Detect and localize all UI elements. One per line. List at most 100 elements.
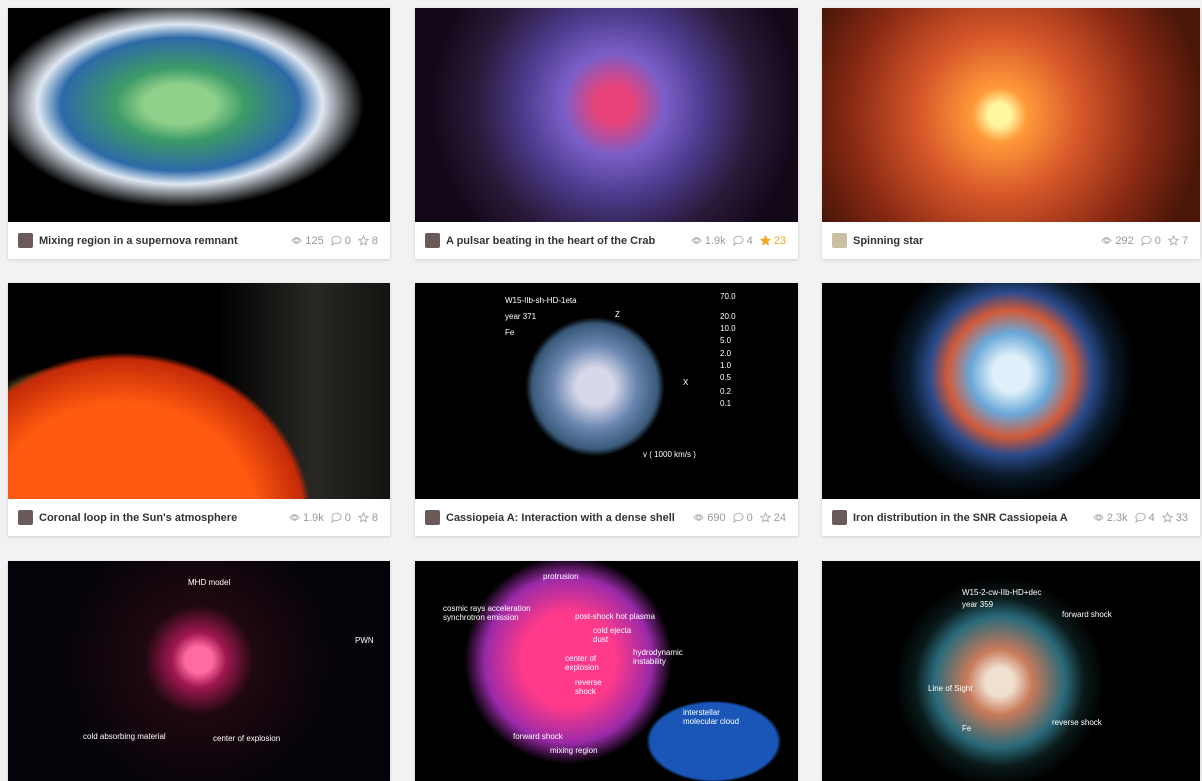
annotation: 2.0	[720, 350, 731, 359]
stats: 690 0 24	[689, 512, 786, 524]
avatar[interactable]	[18, 510, 33, 525]
bubble-icon	[1135, 512, 1146, 523]
likes-count: 8	[372, 235, 378, 247]
star-icon[interactable]	[760, 512, 771, 523]
stats: 292 0 7	[1097, 235, 1188, 247]
annotation: year 359	[962, 601, 993, 610]
annotation: PWN	[355, 637, 374, 646]
annotation: W15-IIb-sh-HD-1eta	[505, 297, 577, 306]
views-count: 690	[707, 512, 725, 524]
model-title[interactable]: Iron distribution in the SNR Cassiopeia …	[853, 512, 1089, 524]
annotation: interstellar molecular cloud	[683, 709, 743, 727]
annotation: 0.1	[720, 400, 731, 409]
annotation: hydrodynamic instability	[633, 649, 703, 667]
likes-count: 23	[774, 235, 786, 247]
eye-icon	[693, 512, 704, 523]
model-title[interactable]: Coronal loop in the Sun's atmosphere	[39, 512, 285, 524]
annotation: 70.0	[720, 293, 736, 302]
thumbnail[interactable]	[415, 8, 798, 222]
annotation: cosmic rays acceleration synchrotron emi…	[443, 605, 558, 623]
thumbnail[interactable]: W15-2-cw-IIb-HD+dec year 359 forward shock…	[822, 561, 1200, 781]
thumbnail[interactable]	[8, 8, 390, 222]
likes-count: 24	[774, 512, 786, 524]
model-card[interactable]: protrusion cosmic rays acceleration synch…	[415, 561, 798, 781]
likes-count: 8	[372, 512, 378, 524]
views-count: 125	[305, 235, 323, 247]
bubble-icon	[733, 512, 744, 523]
star-icon[interactable]	[358, 235, 369, 246]
annotation: cold absorbing material	[83, 733, 178, 742]
comments-count: 0	[345, 512, 351, 524]
annotation: X	[683, 379, 688, 388]
model-card[interactable]: W15-2-cw-IIb-HD+dec year 359 forward shock…	[822, 561, 1200, 781]
star-icon[interactable]	[1168, 235, 1179, 246]
bubble-icon	[331, 512, 342, 523]
stats: 125 0 8	[287, 235, 378, 247]
bubble-icon	[331, 235, 342, 246]
annotation: reverse shock	[575, 679, 615, 697]
thumbnail[interactable]	[8, 283, 390, 499]
comments-count: 0	[1155, 235, 1161, 247]
avatar[interactable]	[832, 233, 847, 248]
stats: 2.3k 4 33	[1089, 512, 1188, 524]
annotation: cold ejecta dust	[593, 627, 643, 645]
card-footer: Iron distribution in the SNR Cassiopeia …	[822, 499, 1200, 536]
avatar[interactable]	[425, 233, 440, 248]
annotation: protrusion	[543, 573, 579, 582]
annotation: 0.5	[720, 374, 731, 383]
comments-count: 0	[345, 235, 351, 247]
views-count: 2.3k	[1107, 512, 1128, 524]
annotation: 0.2	[720, 388, 731, 397]
bubble-icon	[733, 235, 744, 246]
eye-icon	[1101, 235, 1112, 246]
annotation: Fe	[962, 725, 971, 734]
thumbnail[interactable]	[822, 283, 1200, 499]
likes-count: 7	[1182, 235, 1188, 247]
eye-icon	[1093, 512, 1104, 523]
avatar[interactable]	[425, 510, 440, 525]
annotation: center of explosion	[565, 655, 615, 673]
annotation: Fe	[505, 329, 514, 338]
star-icon[interactable]	[1162, 512, 1173, 523]
annotation: W15-2-cw-IIb-HD+dec	[962, 589, 1041, 598]
gallery: (() => { const data = JSON.parse(documen…	[0, 0, 1202, 771]
eye-icon	[291, 235, 302, 246]
thumbnail[interactable]: MHD model PWN cold absorbing material cente…	[8, 561, 390, 781]
model-card[interactable]: A pulsar beating in the heart of the Cra…	[415, 8, 798, 259]
annotation: center of explosion	[213, 735, 280, 744]
avatar[interactable]	[832, 510, 847, 525]
model-card[interactable]: Spinning star 292 0 7	[822, 8, 1200, 259]
comments-count: 0	[747, 512, 753, 524]
star-icon[interactable]	[760, 235, 771, 246]
annotation: mixing region	[550, 747, 598, 756]
comments-count: 4	[1149, 512, 1155, 524]
model-card[interactable]: Iron distribution in the SNR Cassiopeia …	[822, 283, 1200, 536]
annotation: forward shock	[513, 733, 563, 742]
annotation: reverse shock	[1052, 719, 1102, 728]
views-count: 292	[1115, 235, 1133, 247]
bubble-icon	[1141, 235, 1152, 246]
annotation: 5.0	[720, 337, 731, 346]
model-card[interactable]: MHD model PWN cold absorbing material cente…	[8, 561, 390, 781]
thumbnail[interactable]	[822, 8, 1200, 222]
avatar[interactable]	[18, 233, 33, 248]
annotation: forward shock	[1062, 611, 1112, 620]
thumbnail[interactable]: protrusion cosmic rays acceleration synch…	[415, 561, 798, 781]
model-title[interactable]: Mixing region in a supernova remnant	[39, 235, 287, 247]
annotation: MHD model	[188, 579, 230, 588]
model-title[interactable]: Cassiopeia A: Interaction with a dense s…	[446, 512, 689, 524]
model-title[interactable]: A pulsar beating in the heart of the Cra…	[446, 235, 687, 247]
annotation: Line of Sight	[928, 685, 972, 694]
annotation: year 371	[505, 313, 536, 322]
model-title[interactable]: Spinning star	[853, 235, 1097, 247]
star-icon[interactable]	[358, 512, 369, 523]
annotation: 1.0	[720, 362, 731, 371]
model-card[interactable]: Mixing region in a supernova remnant 125 0…	[8, 8, 390, 259]
likes-count: 33	[1176, 512, 1188, 524]
annotation: v ( 1000 km/s )	[643, 451, 696, 460]
